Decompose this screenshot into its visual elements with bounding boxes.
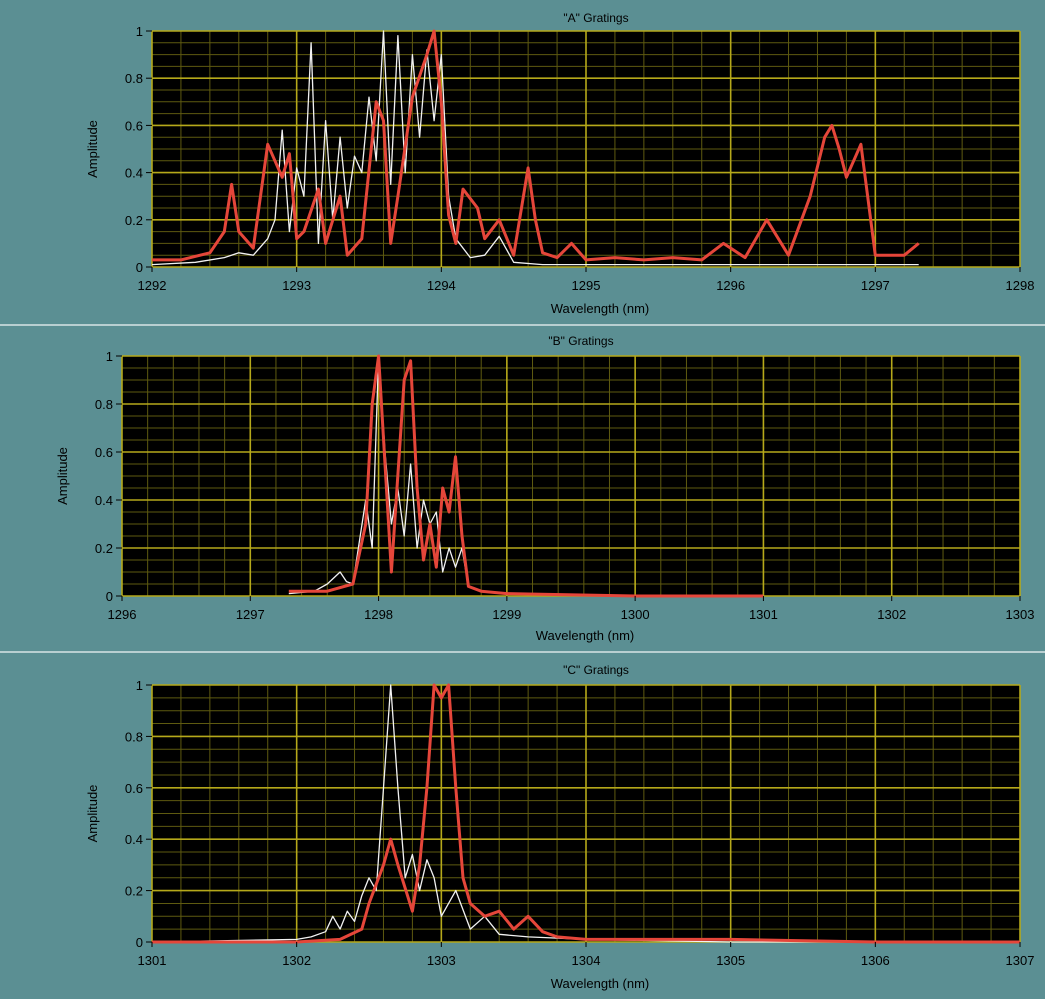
x-tick-label: 1293 bbox=[282, 278, 311, 293]
x-tick-label: 1305 bbox=[716, 953, 745, 968]
x-tick-label: 1303 bbox=[1006, 607, 1035, 622]
x-tick-label: 1292 bbox=[138, 278, 167, 293]
x-tick-label: 1299 bbox=[492, 607, 521, 622]
series-line-red bbox=[152, 683, 1020, 944]
series-line-white bbox=[151, 684, 1020, 943]
y-tick-label: 0.8 bbox=[95, 397, 113, 412]
y-tick-label: 0 bbox=[136, 935, 143, 950]
y-tick-label: 0.4 bbox=[125, 166, 143, 181]
x-tick-label: 1298 bbox=[364, 607, 393, 622]
y-tick-label: 1 bbox=[106, 349, 113, 364]
x-tick-label: 1304 bbox=[572, 953, 601, 968]
x-tick-label: 1302 bbox=[282, 953, 311, 968]
chart-panel: 1301 1302 1303 1304 1305 1306 1307 0 0.2 0.4 0.6 0.… bbox=[85, 663, 1034, 991]
y-axis-title: Amplitude bbox=[55, 447, 70, 505]
y-tick-label: 0.6 bbox=[95, 445, 113, 460]
y-tick-label: 0.4 bbox=[125, 832, 143, 847]
x-tick-label: 1298 bbox=[1006, 278, 1035, 293]
series-line-red bbox=[152, 29, 920, 262]
y-axis-title: Amplitude bbox=[85, 785, 100, 843]
x-tick-label: 1306 bbox=[861, 953, 890, 968]
y-axis-title: Amplitude bbox=[85, 120, 100, 178]
x-tick-label: 1296 bbox=[716, 278, 745, 293]
y-tick-label: 0.8 bbox=[125, 71, 143, 86]
y-tick-label: 0.2 bbox=[95, 541, 113, 556]
x-axis-title: Wavelength (nm) bbox=[551, 301, 650, 316]
y-tick-label: 0.2 bbox=[125, 884, 143, 899]
x-tick-label: 1295 bbox=[572, 278, 601, 293]
y-tick-label: 0.8 bbox=[125, 729, 143, 744]
chart-title: "A" Gratings bbox=[563, 11, 628, 25]
x-axis-title: Wavelength (nm) bbox=[536, 628, 635, 643]
x-tick-label: 1297 bbox=[236, 607, 265, 622]
chart-title: "C" Gratings bbox=[563, 663, 629, 677]
x-tick-label: 1301 bbox=[749, 607, 778, 622]
series-line-white bbox=[151, 30, 919, 266]
y-tick-label: 0.6 bbox=[125, 781, 143, 796]
y-tick-label: 0 bbox=[106, 589, 113, 604]
charts-group: 1292 1293 1294 1295 1296 1297 1298 0 0.2 0.4 0.6 0.… bbox=[55, 11, 1034, 991]
y-tick-label: 0.6 bbox=[125, 118, 143, 133]
y-tick-label: 1 bbox=[136, 678, 143, 693]
x-tick-label: 1296 bbox=[108, 607, 137, 622]
x-tick-label: 1302 bbox=[877, 607, 906, 622]
x-tick-label: 1297 bbox=[861, 278, 890, 293]
x-tick-label: 1294 bbox=[427, 278, 456, 293]
x-tick-label: 1300 bbox=[621, 607, 650, 622]
chart-title: "B" Gratings bbox=[548, 334, 613, 348]
x-axis-title: Wavelength (nm) bbox=[551, 976, 650, 991]
x-tick-label: 1303 bbox=[427, 953, 456, 968]
y-tick-label: 0 bbox=[136, 260, 143, 275]
x-tick-label: 1307 bbox=[1006, 953, 1035, 968]
x-tick-label: 1301 bbox=[138, 953, 167, 968]
chart-panel: 1292 1293 1294 1295 1296 1297 1298 0 0.2 0.4 0.6 0.… bbox=[85, 11, 1034, 316]
y-tick-label: 0.4 bbox=[95, 493, 113, 508]
series-line-red bbox=[288, 354, 764, 598]
y-tick-label: 1 bbox=[136, 24, 143, 39]
y-tick-label: 0.2 bbox=[125, 213, 143, 228]
chart-panel: 1296 1297 1298 1299 1300 1301 1302 1303 0 0.2 0.4 0… bbox=[55, 334, 1034, 643]
